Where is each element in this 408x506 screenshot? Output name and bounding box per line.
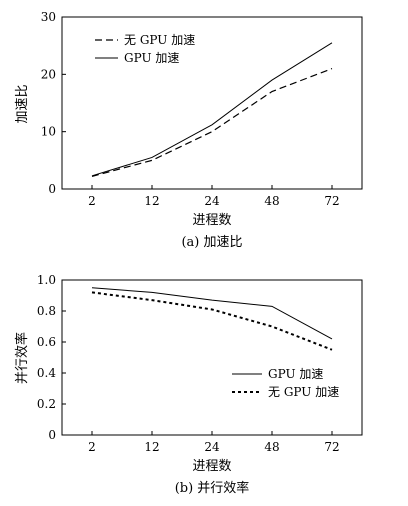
chart-a-x-tick-label: 48 bbox=[264, 194, 279, 208]
chart-a-legend-label-no-gpu: 无 GPU 加速 bbox=[124, 33, 195, 47]
chart-b-y-tick-label: 0.8 bbox=[37, 304, 56, 318]
chart-a-x-tick-label: 72 bbox=[324, 194, 339, 208]
chart-b-y-tick-label: 1.0 bbox=[37, 273, 56, 287]
chart-b-caption: (b) 并行效率 bbox=[175, 480, 250, 496]
chart-a-speedup: 加速比 进程数 (a) 加速比 2 12 24 48 72 0 10 20 30 无 GPU 加… bbox=[15, 10, 363, 250]
chart-a-y-axis-label: 加速比 bbox=[15, 84, 30, 123]
chart-b-efficiency: 并行效率 进程数 (b) 并行效率 2 12 24 48 72 0 0.2 0.4 0.6 0.8… bbox=[14, 273, 363, 496]
chart-b-y-tick-label: 0 bbox=[48, 428, 56, 442]
chart-a-series-line-no-gpu bbox=[91, 68, 333, 177]
chart-b-plot-frame bbox=[61, 279, 363, 436]
chart-b-series-line-gpu bbox=[91, 287, 333, 340]
chart-a-x-axis-label: 进程数 bbox=[192, 213, 231, 228]
chart-b-y-tick-label: 0.4 bbox=[37, 366, 56, 380]
chart-a-y-tick-label: 10 bbox=[41, 125, 56, 139]
chart-a-x-tick-label: 2 bbox=[88, 194, 96, 208]
chart-b-x-tick-label: 24 bbox=[204, 440, 220, 454]
chart-b-x-axis-label: 进程数 bbox=[192, 459, 231, 474]
chart-b-x-tick-label: 2 bbox=[88, 440, 96, 454]
chart-b-x-tick-label: 48 bbox=[264, 440, 279, 454]
chart-b-y-tick-label: 0.2 bbox=[37, 397, 56, 411]
chart-a-x-tick-label: 24 bbox=[204, 194, 220, 208]
chart-a-y-tick-label: 30 bbox=[41, 10, 56, 24]
chart-a-y-tick-label: 20 bbox=[41, 67, 56, 81]
chart-b-legend-label-gpu: GPU 加速 bbox=[268, 367, 323, 381]
chart-b-series-line-no-gpu bbox=[91, 291, 333, 351]
chart-a-x-tick-label: 12 bbox=[144, 194, 159, 208]
chart-a-y-tick-label: 0 bbox=[48, 182, 56, 196]
chart-b-legend-label-no-gpu: 无 GPU 加速 bbox=[268, 385, 339, 399]
chart-b-legend: GPU 加速 无 GPU 加速 bbox=[232, 367, 339, 399]
chart-a-legend-label-gpu: GPU 加速 bbox=[124, 51, 179, 65]
chart-a-caption: (a) 加速比 bbox=[181, 235, 242, 250]
chart-b-y-tick-label: 0.6 bbox=[37, 335, 56, 349]
chart-a-legend: 无 GPU 加速 GPU 加速 bbox=[95, 33, 195, 65]
chart-a-plot-frame bbox=[61, 16, 363, 190]
chart-a-series-line-gpu bbox=[91, 42, 333, 177]
chart-b-x-tick-label: 72 bbox=[324, 440, 339, 454]
chart-b-y-axis-label: 并行效率 bbox=[14, 332, 30, 384]
chart-b-x-tick-label: 12 bbox=[144, 440, 159, 454]
